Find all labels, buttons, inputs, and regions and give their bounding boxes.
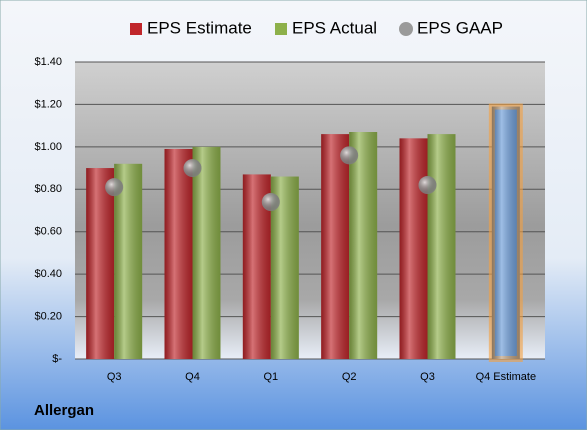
gaap-shine	[105, 178, 124, 197]
bar	[192, 146, 221, 359]
gaap-shine	[183, 159, 202, 178]
x-tick-label: Q3	[420, 371, 435, 383]
legend-label: EPS Estimate	[147, 18, 252, 37]
y-tick-label: $1.40	[34, 56, 62, 68]
y-tick-label: $0.80	[34, 183, 62, 195]
legend-swatch	[130, 23, 142, 35]
x-tick-label: Q1	[263, 371, 278, 383]
legend-swatch	[399, 22, 413, 36]
bar	[488, 103, 523, 362]
bar	[321, 134, 350, 359]
legend-swatch	[275, 23, 287, 35]
plot-area	[75, 62, 545, 359]
gaap-shine	[340, 146, 359, 165]
bar	[349, 132, 378, 359]
bar	[86, 168, 115, 359]
gaap-shine	[261, 193, 280, 212]
x-tick-label: Q4	[185, 371, 200, 383]
x-tick-label: Q3	[107, 371, 122, 383]
legend-label: EPS GAAP	[417, 18, 503, 37]
bar	[427, 134, 456, 359]
y-tick-label: $1.00	[34, 141, 62, 153]
y-tick-label: $-	[52, 353, 62, 365]
y-tick-label: $0.60	[34, 226, 62, 238]
x-tick-label: Q2	[342, 371, 357, 383]
y-tick-label: $1.20	[34, 98, 62, 110]
x-tick-label: Q4 Estimate	[476, 371, 537, 383]
y-tick-label: $0.20	[34, 310, 62, 322]
bar	[399, 138, 428, 359]
y-tick-label: $0.40	[34, 268, 62, 280]
legend-label: EPS Actual	[292, 18, 377, 37]
bar	[164, 148, 193, 359]
gaap-shine	[418, 176, 437, 195]
chart-title: Allergan	[34, 402, 94, 419]
